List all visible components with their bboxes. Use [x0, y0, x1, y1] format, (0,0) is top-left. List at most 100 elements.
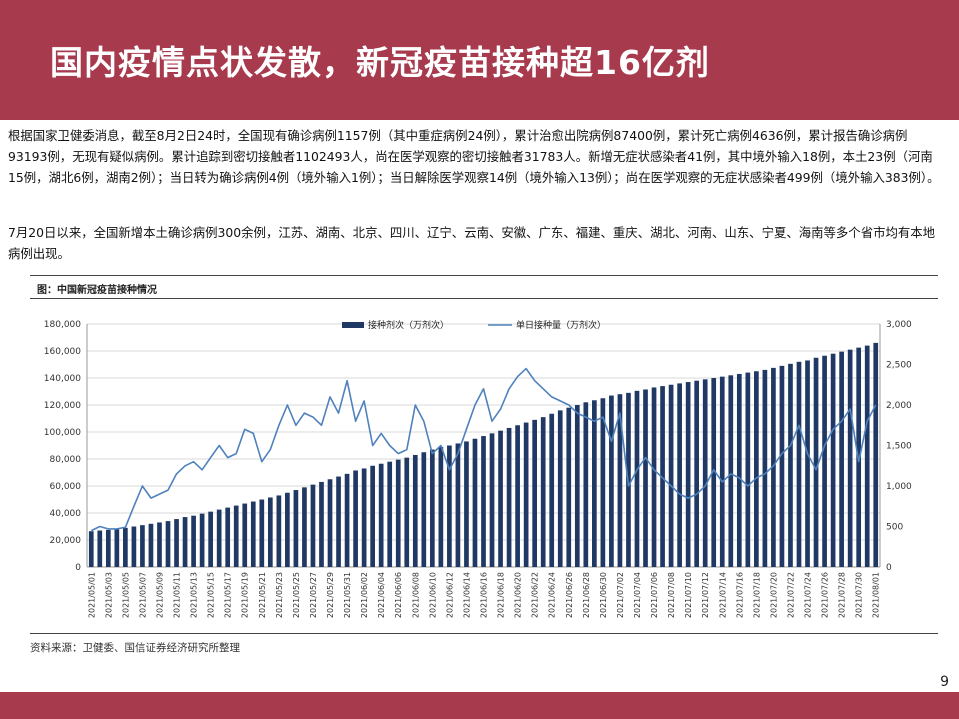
bar: [694, 380, 700, 567]
content-panel: 根据国家卫健委消息，截至8月2日24时，全国现有确诊病例1157例（其中重症病例…: [0, 120, 959, 692]
bar: [267, 497, 273, 567]
bar: [88, 531, 94, 567]
x-tick-label: 2021/06/26: [565, 572, 574, 618]
bar: [481, 436, 486, 567]
bar: [421, 452, 427, 567]
bar: [447, 445, 452, 567]
x-tick-label: 2021/06/02: [360, 572, 369, 618]
bar: [276, 495, 282, 567]
x-tick-label: 2021/07/26: [821, 572, 830, 618]
y-left-tick-label: 60,000: [50, 482, 82, 492]
bar: [864, 345, 870, 567]
bar: [404, 457, 410, 567]
bar: [557, 410, 563, 567]
bar: [839, 351, 844, 567]
bar: [302, 487, 307, 567]
bar: [259, 499, 265, 567]
vaccination-chart: 0 20,000 40,000 60,000 80,000 100,000 120,000 1…: [44, 319, 912, 618]
bar: [736, 373, 742, 567]
x-tick-label: 2021/07/24: [804, 572, 813, 618]
bar: [387, 461, 393, 567]
bar: [728, 375, 734, 567]
y-right-tick-label: 0: [886, 563, 892, 573]
bar: [105, 529, 111, 567]
bar: [805, 360, 810, 567]
bar: [702, 379, 708, 567]
x-tick-label: 2021/07/30: [855, 572, 864, 618]
epidemic-summary-paragraph: 根据国家卫健委消息，截至8月2日24时，全国现有确诊病例1157例（其中重症病例…: [8, 128, 940, 185]
x-tick-label: 2021/07/02: [616, 572, 625, 618]
bar: [464, 441, 469, 567]
x-tick-label: 2021/07/10: [684, 572, 693, 618]
legend-bar-label: 接种剂次（万剂次）: [368, 319, 449, 331]
y-right-tick-label: 500: [886, 523, 903, 533]
bar: [148, 523, 154, 567]
x-tick-label: 2021/06/16: [480, 572, 489, 618]
bar: [549, 413, 555, 567]
bar: [506, 427, 512, 567]
local-cases-paragraph: 7月20日以来，全国新增本土确诊病例300余例，江苏、湖南、北京、四川、辽宁、云…: [8, 225, 936, 261]
bar: [310, 484, 316, 567]
x-tick-label: 2021/07/14: [718, 572, 727, 618]
x-tick-label: 2021/07/12: [701, 572, 710, 618]
bar: [847, 349, 853, 567]
x-tick-label: 2021/06/18: [497, 572, 506, 618]
y-left-tick-label: 180,000: [44, 320, 81, 330]
bar: [813, 357, 819, 567]
x-tick-label: 2021/06/22: [531, 572, 540, 618]
x-tick-label: 2021/05/03: [104, 572, 113, 618]
divider-top: [30, 275, 938, 276]
y-left-tick-label: 0: [75, 563, 81, 573]
y-left-tick-label: 160,000: [44, 347, 81, 357]
bar: [643, 389, 648, 567]
x-tick-label: 2021/05/31: [343, 572, 352, 618]
y-right-tick-label: 1,500: [886, 442, 912, 452]
bar: [540, 417, 546, 567]
bar: [685, 382, 691, 567]
x-tick-label: 2021/06/14: [462, 572, 471, 618]
bar: [583, 402, 589, 567]
bar: [140, 525, 145, 567]
bar: [472, 438, 478, 567]
bar: [344, 473, 350, 567]
bar: [114, 529, 120, 567]
x-tick-label: 2021/07/28: [838, 572, 847, 618]
bar: [719, 376, 725, 567]
bar: [600, 398, 606, 567]
y-left-tick-label: 40,000: [50, 509, 82, 519]
bar: [429, 449, 435, 567]
bar: [97, 530, 103, 567]
y-left-tick-label: 80,000: [50, 455, 82, 465]
bar: [523, 422, 529, 567]
y-left-tick-label: 100,000: [44, 428, 81, 438]
bar: [617, 394, 623, 567]
x-tick-label: 2021/06/30: [599, 572, 608, 618]
x-tick-label: 2021/06/06: [394, 572, 403, 618]
x-tick-label: 2021/06/04: [377, 572, 386, 618]
x-tick-label: 2021/05/25: [292, 572, 301, 618]
bar: [779, 365, 785, 567]
y-left-tick-label: 140,000: [44, 374, 81, 384]
x-tick-label: 2021/05/05: [121, 572, 130, 618]
x-tick-label: 2021/06/24: [548, 572, 557, 618]
bar: [754, 371, 759, 567]
x-tick-label: 2021/05/15: [207, 572, 216, 618]
bar: [489, 433, 495, 567]
bar: [873, 342, 879, 567]
bar: [370, 465, 375, 567]
x-tick-label: 2021/07/22: [787, 572, 796, 618]
bar: [199, 513, 205, 567]
y-right-tick-label: 2,000: [886, 401, 912, 411]
bar: [208, 511, 213, 567]
bar: [216, 509, 222, 567]
x-tick-label: 2021/06/28: [582, 572, 591, 618]
source-note: 资料来源：卫健委、国信证券经济研究所整理: [30, 642, 240, 654]
y-right-tick-label: 2,500: [886, 361, 912, 371]
bar: [677, 383, 682, 567]
bar: [191, 515, 196, 567]
bar: [651, 387, 657, 567]
x-tick-label: 2021/07/16: [735, 572, 744, 618]
bar: [822, 355, 827, 567]
bar: [165, 521, 171, 567]
bar: [327, 479, 333, 567]
